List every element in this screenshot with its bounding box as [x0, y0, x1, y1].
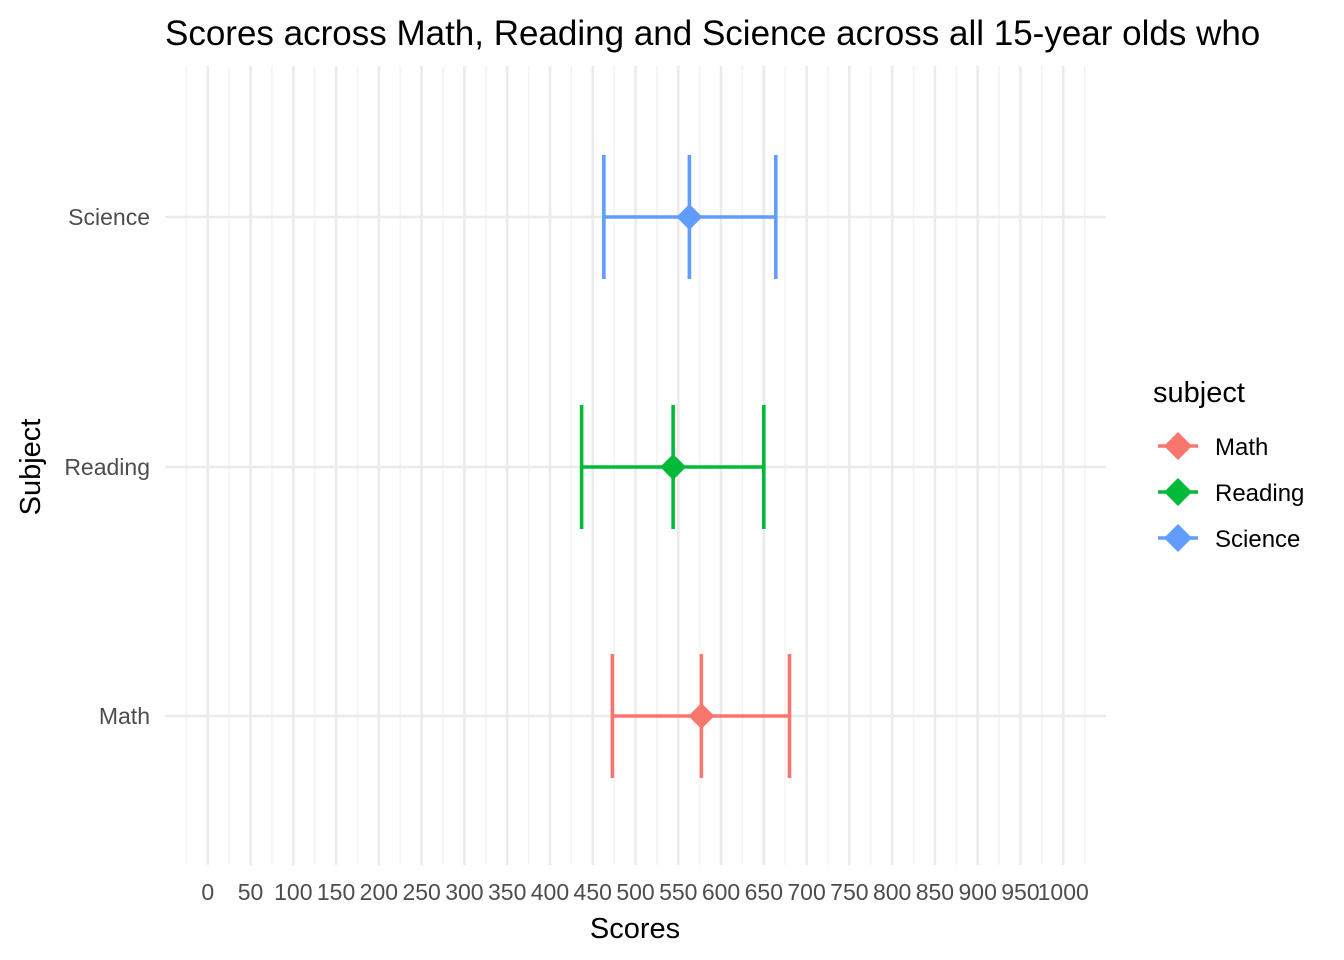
x-tick-label: 200	[360, 879, 398, 905]
legend: subject Math Reading Science	[1153, 377, 1304, 553]
legend-item-reading: Reading	[1158, 478, 1304, 507]
errorbar-reading	[579, 405, 766, 529]
x-tick-label: 400	[531, 879, 569, 905]
legend-label: Science	[1215, 526, 1300, 553]
y-axis-tick-labels: Math Reading Science	[64, 204, 150, 729]
mean-point	[676, 204, 703, 230]
x-tick-label: 550	[659, 879, 697, 905]
legend-title: subject	[1153, 377, 1245, 409]
x-tick-label: 100	[274, 879, 312, 905]
x-tick-label: 50	[238, 879, 264, 905]
x-tick-label: 850	[916, 879, 954, 905]
legend-item-math: Math	[1158, 432, 1268, 461]
y-tick-label: Science	[68, 204, 150, 230]
x-tick-label: 750	[830, 879, 868, 905]
x-tick-label: 950	[1001, 879, 1039, 905]
y-axis-title: Subject	[15, 419, 47, 516]
legend-key-diamond	[1164, 524, 1192, 552]
x-tick-label: 500	[616, 879, 654, 905]
errorbar-math	[610, 654, 792, 778]
mean-point	[660, 454, 687, 480]
x-tick-label: 650	[745, 879, 783, 905]
x-tick-label: 600	[702, 879, 740, 905]
legend-label: Reading	[1215, 480, 1304, 507]
chart-title: Scores across Math, Reading and Science …	[165, 14, 1260, 53]
x-axis-title: Scores	[590, 913, 680, 945]
x-axis-tick-labels: 0 50 100 150 200 250 300 350 400 450 500 550 600 650 7…	[201, 879, 1088, 905]
errorbar-science	[602, 155, 778, 279]
x-tick-label: 450	[574, 879, 612, 905]
x-tick-label: 1000	[1038, 879, 1089, 905]
y-tick-label: Reading	[64, 454, 150, 480]
legend-item-science: Science	[1158, 524, 1300, 553]
x-tick-label: 250	[402, 879, 440, 905]
legend-key-diamond	[1164, 478, 1192, 506]
legend-label: Math	[1215, 434, 1268, 461]
x-tick-label: 150	[317, 879, 355, 905]
y-tick-label: Math	[99, 703, 150, 729]
x-tick-label: 700	[787, 879, 825, 905]
x-tick-label: 300	[445, 879, 483, 905]
x-tick-label: 350	[488, 879, 526, 905]
x-tick-label: 0	[201, 879, 214, 905]
legend-key-diamond	[1164, 432, 1192, 460]
x-tick-label: 900	[958, 879, 996, 905]
x-tick-label: 800	[873, 879, 911, 905]
error-bars	[579, 155, 792, 778]
mean-point	[688, 703, 715, 729]
